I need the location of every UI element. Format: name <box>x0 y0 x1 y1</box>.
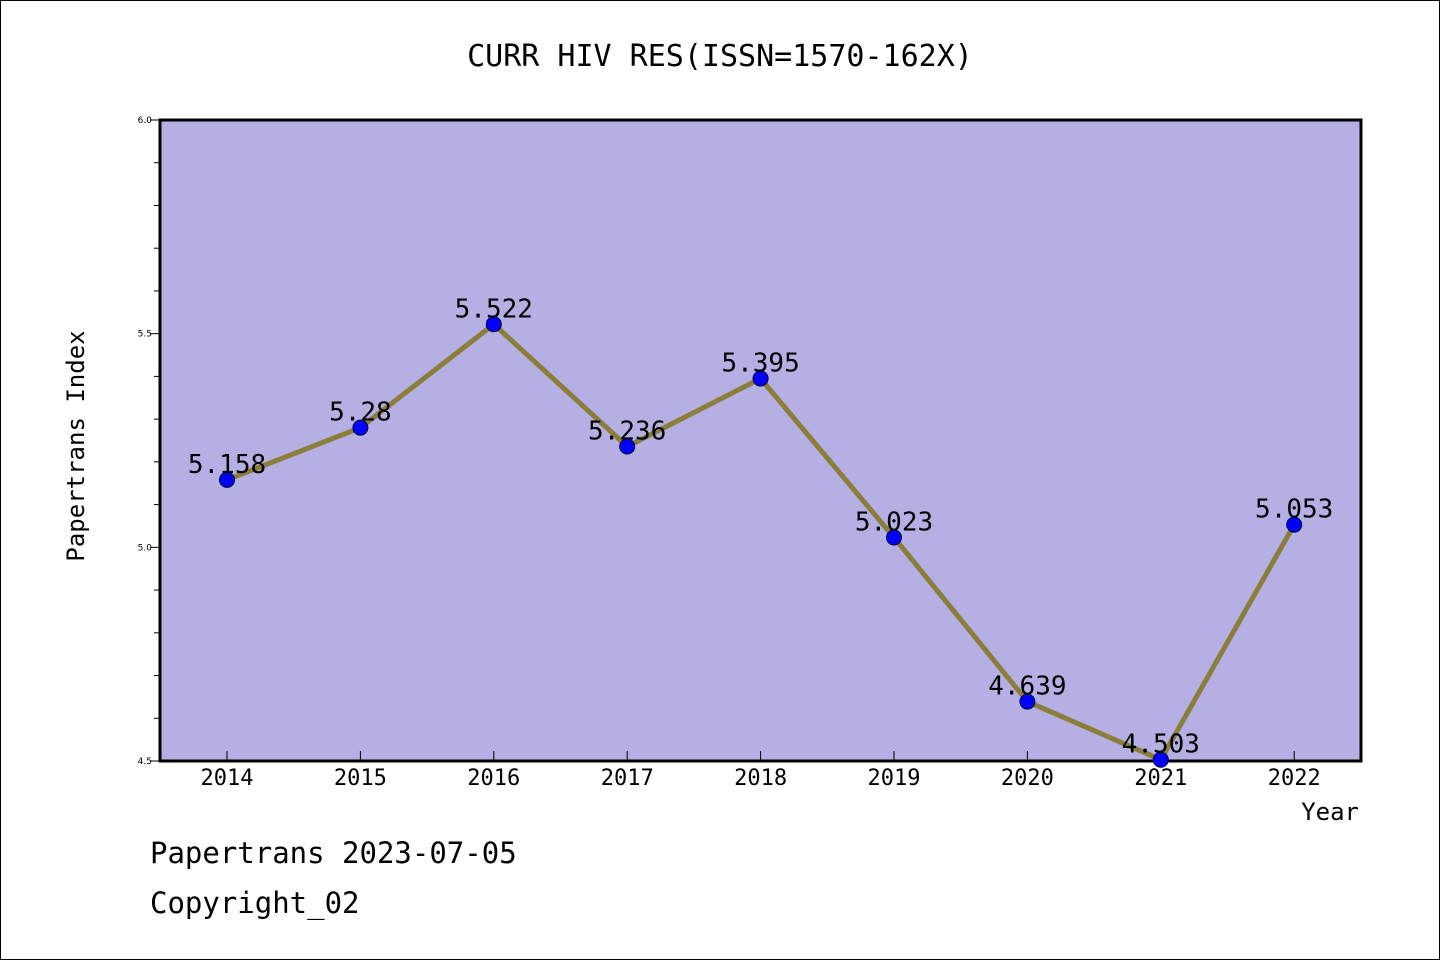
x-tick-label: 2020 <box>1001 766 1054 791</box>
y-tick-label: 4.5 <box>138 757 152 767</box>
data-point <box>352 419 369 436</box>
y-tick-label: 5.5 <box>138 330 152 340</box>
x-tick-label: 2022 <box>1268 766 1321 791</box>
y-tick-label: 5.0 <box>138 543 153 553</box>
data-label: 5.28 <box>329 398 392 428</box>
data-label: 5.053 <box>1255 495 1333 525</box>
data-label: 5.023 <box>855 508 933 538</box>
x-tick-label: 2017 <box>601 766 654 791</box>
x-tick-label: 2019 <box>868 766 921 791</box>
data-point <box>1286 516 1303 533</box>
x-tick-label: 2016 <box>467 766 520 791</box>
chart-title: CURR HIV RES(ISSN=1570-162X) <box>467 39 973 74</box>
x-tick-label: 2018 <box>734 766 787 791</box>
x-tick-label: 2014 <box>201 766 254 791</box>
y-axis-title: Papertrans Index <box>62 330 90 561</box>
data-label: 5.158 <box>188 450 266 480</box>
data-point <box>1019 693 1036 710</box>
data-point <box>485 316 502 333</box>
x-tick-label: 2015 <box>334 766 387 791</box>
y-axis: 4.5 5.0 5.5 6.0 <box>138 116 160 767</box>
x-tick-label: 2021 <box>1134 766 1187 791</box>
x-axis: 2014 2015 2016 2017 2018 2019 2020 2021 2022 <box>201 751 1321 791</box>
data-label: 4.503 <box>1122 730 1200 760</box>
data-label: 5.522 <box>455 294 533 324</box>
y-tick-label: 6.0 <box>138 116 153 126</box>
data-point <box>1152 751 1169 768</box>
series-markers <box>219 316 1303 768</box>
data-point <box>619 438 636 455</box>
plot-area <box>158 118 1363 763</box>
data-point <box>219 471 235 488</box>
footer-date: Papertrans 2023-07-05 <box>150 836 517 870</box>
data-label: 4.639 <box>988 672 1066 702</box>
footer-copyright: Copyright_02 <box>150 886 360 920</box>
data-point <box>752 370 769 387</box>
data-point <box>886 529 902 546</box>
data-label: 5.236 <box>588 416 666 446</box>
x-axis-title: Year <box>1301 798 1359 826</box>
data-label: 5.395 <box>721 349 799 379</box>
data-labels: 5.158 5.28 5.522 5.236 5.395 5.023 4.639 4.503 5… <box>188 294 1333 759</box>
